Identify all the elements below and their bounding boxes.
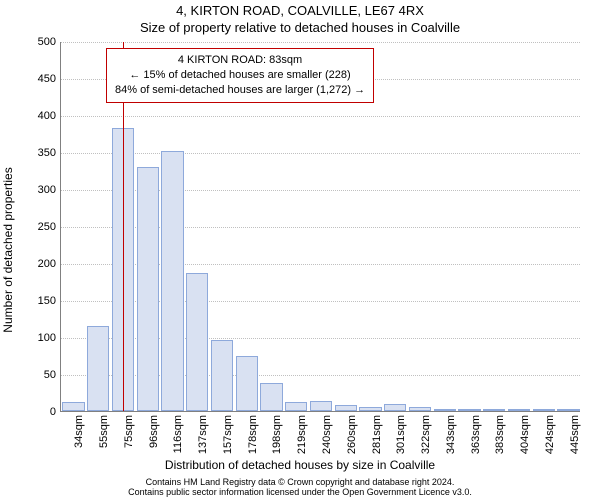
callout-line-1: 4 KIRTON ROAD: 83sqm — [115, 53, 365, 68]
bar — [557, 409, 579, 411]
x-tick-label: 75sqm — [123, 415, 135, 448]
x-tick-label: 343sqm — [445, 415, 457, 454]
x-tick-label: 137sqm — [197, 415, 209, 454]
y-tick-label: 100 — [16, 332, 56, 344]
bar — [87, 326, 109, 411]
bar — [409, 407, 431, 411]
x-tick-label: 219sqm — [296, 415, 308, 454]
x-tick-label: 157sqm — [222, 415, 234, 454]
y-tick-label: 150 — [16, 295, 56, 307]
bar — [458, 409, 480, 411]
x-tick-label: 116sqm — [172, 415, 184, 453]
y-tick-label: 200 — [16, 258, 56, 270]
x-tick-label: 240sqm — [321, 415, 333, 454]
bar — [62, 402, 84, 411]
y-tick-label: 250 — [16, 221, 56, 233]
bar — [137, 167, 159, 411]
y-tick-label: 0 — [16, 406, 56, 418]
title-sub: Size of property relative to detached ho… — [0, 20, 600, 35]
y-tick-label: 450 — [16, 73, 56, 85]
bar — [260, 383, 282, 411]
x-tick-label: 260sqm — [346, 415, 358, 454]
bar — [508, 409, 530, 411]
x-tick-label: 424sqm — [544, 415, 556, 454]
bar — [236, 356, 258, 411]
y-tick-label: 400 — [16, 110, 56, 122]
x-tick-label: 404sqm — [519, 415, 531, 454]
bar — [211, 340, 233, 411]
callout-box: 4 KIRTON ROAD: 83sqm ← 15% of detached h… — [106, 48, 374, 103]
title-main: 4, KIRTON ROAD, COALVILLE, LE67 4RX — [0, 3, 600, 18]
bar — [310, 401, 332, 411]
y-tick-label: 350 — [16, 147, 56, 159]
x-tick-label: 363sqm — [470, 415, 482, 454]
x-tick-label: 322sqm — [420, 415, 432, 454]
callout-line-3: 84% of semi-detached houses are larger (… — [115, 83, 365, 98]
bar — [483, 409, 505, 411]
bar — [384, 404, 406, 411]
bar — [285, 402, 307, 411]
bar — [186, 273, 208, 411]
plot-area: 34sqm55sqm75sqm96sqm116sqm137sqm157sqm17… — [60, 42, 580, 412]
x-tick-label: 34sqm — [73, 415, 85, 448]
callout-line-2: ← 15% of detached houses are smaller (22… — [115, 68, 365, 83]
y-tick-label: 500 — [16, 36, 56, 48]
bar — [359, 407, 381, 411]
x-tick-label: 96sqm — [148, 415, 160, 448]
bar — [533, 409, 555, 411]
x-tick-label: 281sqm — [371, 415, 383, 454]
x-tick-label: 178sqm — [247, 415, 259, 454]
y-axis-ticks: 050100150200250300350400450500 — [0, 42, 58, 412]
x-tick-label: 198sqm — [271, 415, 283, 454]
y-tick-label: 50 — [16, 369, 56, 381]
x-tick-label: 445sqm — [569, 415, 581, 454]
bar — [434, 409, 456, 411]
x-tick-label: 383sqm — [494, 415, 506, 454]
bar — [161, 151, 183, 411]
x-tick-label: 301sqm — [395, 415, 407, 454]
y-tick-label: 300 — [16, 184, 56, 196]
x-tick-label: 55sqm — [98, 415, 110, 448]
bar — [335, 405, 357, 411]
chart-container: 4, KIRTON ROAD, COALVILLE, LE67 4RX Size… — [0, 0, 600, 500]
x-axis-label: Distribution of detached houses by size … — [0, 458, 600, 472]
attribution: Contains HM Land Registry data © Crown c… — [0, 478, 600, 498]
